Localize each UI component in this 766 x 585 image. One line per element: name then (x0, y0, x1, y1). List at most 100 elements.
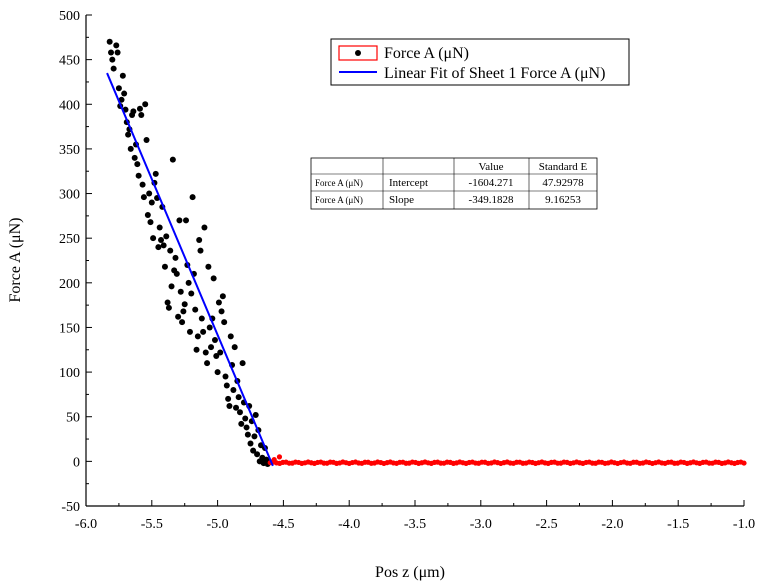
data-point-black (175, 313, 182, 320)
data-point-black (150, 235, 157, 242)
data-point-black (163, 233, 170, 240)
fit-table-row1-value: -1604.271 (469, 177, 514, 189)
data-point-black (226, 403, 233, 410)
data-point-black (201, 224, 208, 231)
fit-table-row2-stderr: 9.16253 (545, 194, 581, 206)
data-point-black (140, 194, 147, 201)
legend: Force A (μN) Linear Fit of Sheet 1 Force… (330, 38, 630, 86)
data-point-black (233, 404, 240, 411)
y-tick-label: 100 (59, 366, 80, 381)
data-point-black (188, 290, 195, 297)
data-point-black (134, 161, 141, 168)
x-tick-label: -1.5 (667, 517, 689, 532)
data-point-black (238, 420, 245, 427)
data-point-black (206, 324, 213, 331)
data-point-black (186, 328, 193, 335)
series-layer (106, 38, 747, 468)
y-axis-title: Force A (μN) (7, 217, 24, 302)
legend-marker-scatter-dot (355, 50, 361, 56)
fit-table-row2-param: Slope (389, 194, 414, 206)
fit-table: Value Standard E Force A (μN) Intercept … (310, 157, 598, 210)
data-point-black (231, 344, 238, 351)
fit-table-row2-label: Force A (μN) (315, 195, 363, 205)
legend-marker-scatter-box (338, 45, 378, 61)
data-point-black (185, 279, 192, 286)
data-point-black (167, 247, 174, 254)
data-point-black (142, 101, 149, 108)
data-point-black (250, 447, 257, 454)
x-tick-label: -2.5 (536, 517, 558, 532)
fit-table-header-value: Value (478, 161, 503, 173)
x-tick-label: -4.5 (272, 517, 294, 532)
y-tick-label: 50 (66, 411, 80, 426)
data-point-black (113, 42, 120, 49)
data-point-black (221, 319, 228, 326)
data-point-black (189, 194, 196, 201)
data-point-black (146, 190, 153, 197)
data-point-black (247, 440, 254, 447)
data-point-red (741, 460, 747, 466)
data-point-black (223, 382, 230, 389)
data-point-black (236, 409, 243, 416)
data-point-black (115, 85, 122, 92)
data-point-black (197, 247, 204, 254)
fit-table-row1-stderr: 47.92978 (542, 177, 584, 189)
data-point-black (218, 308, 225, 315)
x-tick-label: -2.0 (601, 517, 623, 532)
data-point-black (219, 293, 226, 300)
data-point-black (135, 172, 142, 179)
data-point-black (193, 346, 200, 353)
y-tick-label: 300 (59, 188, 80, 203)
data-point-black (196, 236, 203, 243)
data-point-black (158, 236, 165, 243)
x-axis-title: Pos z (μm) (375, 564, 445, 581)
data-point-black (235, 394, 242, 401)
data-point-black (210, 275, 217, 282)
data-point-black (179, 319, 186, 326)
data-point-black (155, 244, 162, 251)
fit-table-row1-label: Force A (μN) (315, 178, 363, 188)
data-point-black (244, 431, 251, 438)
data-point-black (214, 369, 221, 376)
data-point-black (143, 136, 150, 143)
data-point-black (127, 145, 134, 152)
legend-label-fit: Linear Fit of Sheet 1 Force A (μN) (384, 65, 605, 82)
y-tick-label: 400 (59, 98, 80, 113)
linear-fit-line (106, 72, 274, 467)
x-tick-label: -3.0 (470, 517, 492, 532)
data-point-black (119, 72, 126, 79)
data-point-black (217, 349, 224, 356)
x-tick-label: -3.5 (404, 517, 426, 532)
data-point-black (192, 306, 199, 313)
y-tick-label: 200 (59, 277, 80, 292)
fit-table-header-stderr: Standard E (539, 161, 588, 173)
data-point-black (114, 49, 121, 56)
data-point-black (131, 154, 138, 161)
x-axis: -6.0 -5.5 -5.0 -4.5 -4.0 -3.5 -3.0 -2.5 -2.0 -1.5… (75, 500, 755, 532)
data-point-black (230, 386, 237, 393)
data-point-black (180, 308, 187, 315)
data-point-black (139, 181, 146, 188)
y-tick-label: -50 (61, 500, 80, 515)
data-point-black (108, 49, 115, 56)
fit-table-row2-value: -349.1828 (469, 194, 514, 206)
legend-box (330, 38, 630, 86)
data-point-black (161, 263, 168, 270)
data-point-black (106, 38, 113, 45)
data-point-black (213, 353, 220, 360)
data-point-black (121, 90, 128, 97)
data-point-black (204, 360, 211, 367)
data-point-black (173, 270, 180, 277)
data-point-black (125, 131, 132, 138)
data-point-black (252, 411, 259, 418)
y-axis: -50 0 50 100 150 200 250 300 350 400 450 500 (59, 9, 92, 515)
data-point-black (165, 304, 172, 311)
data-point-black (251, 433, 258, 440)
x-tick-label: -5.5 (141, 517, 163, 532)
x-tick-label: -4.0 (338, 517, 360, 532)
data-point-black (205, 263, 212, 270)
data-point-black (200, 328, 207, 335)
data-point-black (242, 415, 249, 422)
data-point-black (136, 105, 143, 112)
y-tick-label: 500 (59, 9, 80, 24)
